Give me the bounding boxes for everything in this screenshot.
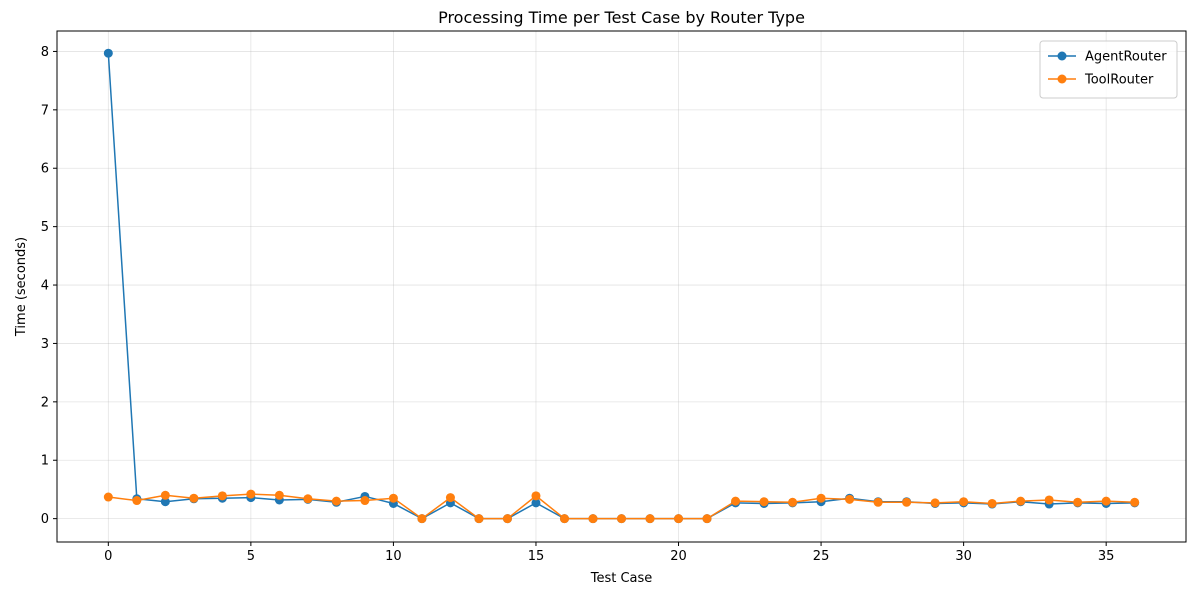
x-tick-label: 25 (813, 549, 830, 564)
plot-frame (56, 30, 1187, 543)
data-point (702, 514, 712, 524)
data-point (246, 489, 256, 499)
data-point (474, 514, 484, 524)
data-point (160, 497, 170, 507)
y-tick-label: 3 (41, 337, 49, 352)
data-point (303, 494, 313, 504)
legend-marker (1057, 74, 1067, 84)
data-point (788, 497, 798, 507)
data-point (360, 496, 370, 506)
data-point (930, 498, 940, 508)
data-point (388, 493, 398, 503)
chart-title: Processing Time per Test Case by Router … (438, 8, 805, 27)
data-point (445, 493, 455, 503)
legend-marker (1057, 51, 1067, 61)
data-point (160, 490, 170, 500)
x-tick-label: 35 (1098, 549, 1115, 564)
data-point (987, 498, 997, 508)
data-point (1073, 497, 1083, 507)
data-point (674, 514, 684, 524)
data-point (845, 494, 855, 504)
y-axis-label: Time (seconds) (14, 237, 29, 337)
legend-label: ToolRouter (1084, 73, 1154, 88)
data-point (531, 498, 541, 508)
y-tick-label: 4 (41, 279, 49, 294)
data-point (502, 514, 512, 524)
data-point (959, 497, 969, 507)
series-ToolRouter (103, 489, 1140, 524)
x-axis-label: Test Case (590, 571, 653, 586)
y-tick-label: 8 (41, 45, 49, 60)
x-tick-label: 30 (955, 549, 972, 564)
data-point (873, 497, 883, 507)
legend: AgentRouter ToolRouter (1039, 40, 1178, 99)
x-tick-label: 5 (247, 549, 255, 564)
data-point (189, 493, 199, 503)
data-point (331, 496, 341, 506)
data-point (816, 493, 826, 503)
data-point (588, 514, 598, 524)
data-point (1016, 496, 1026, 506)
y-tick-label: 7 (41, 103, 49, 118)
y-tick-label: 6 (41, 162, 49, 177)
y-tick-label: 5 (41, 220, 49, 235)
data-point (731, 496, 741, 506)
data-point (1130, 497, 1140, 507)
data-point (103, 492, 113, 502)
data-point (617, 514, 626, 524)
data-point (132, 496, 142, 506)
grid (57, 31, 1186, 542)
x-tick-label: 15 (528, 549, 545, 564)
data-point (902, 497, 912, 507)
data-point (759, 497, 769, 507)
y-tick-label: 1 (41, 454, 49, 469)
data-point (1101, 496, 1111, 506)
data-point (217, 491, 227, 501)
data-point (559, 514, 569, 524)
data-point (103, 48, 113, 58)
x-tick-label: 10 (385, 549, 402, 564)
data-point (274, 490, 284, 500)
data-point (417, 514, 427, 524)
y-tick-label: 0 (41, 512, 49, 527)
legend-label: AgentRouter (1085, 50, 1167, 65)
data-point (645, 514, 655, 524)
x-tick-label: 0 (104, 549, 112, 564)
y-tick-label: 2 (41, 395, 49, 410)
data-point (531, 491, 541, 501)
x-tick-label: 20 (670, 549, 687, 564)
data-point (1044, 495, 1054, 505)
axis-ticks: 0 5 10 15 20 25 30 35 0 1 2 3 4 5 6 7 8 (41, 45, 1115, 564)
series-group (103, 48, 1140, 524)
